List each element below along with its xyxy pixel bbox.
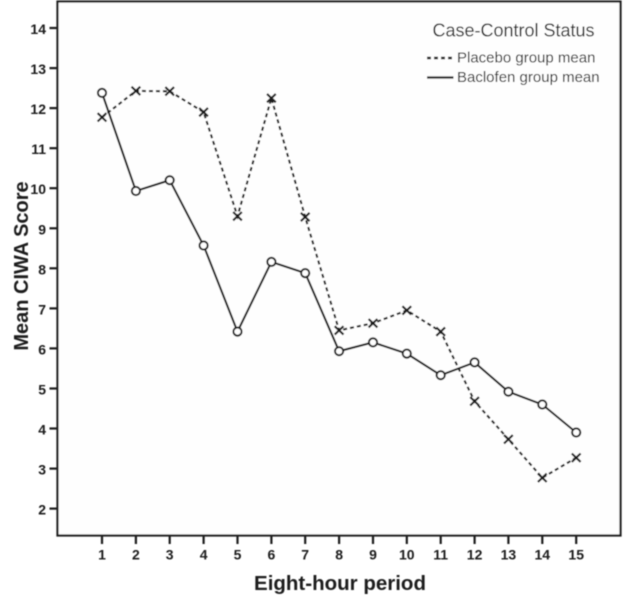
svg-text:2: 2 xyxy=(132,547,140,563)
svg-text:Baclofen group mean: Baclofen group mean xyxy=(457,69,600,86)
svg-text:12: 12 xyxy=(467,547,483,563)
svg-text:8: 8 xyxy=(38,261,46,277)
svg-text:4: 4 xyxy=(38,422,46,438)
svg-text:3: 3 xyxy=(38,462,46,478)
svg-text:4: 4 xyxy=(200,547,208,563)
svg-text:10: 10 xyxy=(399,547,415,563)
svg-text:3: 3 xyxy=(166,547,174,563)
svg-text:9: 9 xyxy=(369,547,377,563)
svg-text:8: 8 xyxy=(335,547,343,563)
svg-text:14: 14 xyxy=(535,547,551,563)
svg-text:13: 13 xyxy=(30,61,46,77)
svg-text:14: 14 xyxy=(30,21,46,37)
svg-text:9: 9 xyxy=(38,221,46,237)
svg-text:2: 2 xyxy=(38,502,46,518)
svg-text:7: 7 xyxy=(301,547,309,563)
svg-text:15: 15 xyxy=(568,547,584,563)
svg-text:11: 11 xyxy=(31,141,46,157)
svg-text:Case-Control Status: Case-Control Status xyxy=(432,21,594,41)
svg-text:Placebo group mean: Placebo group mean xyxy=(457,50,595,67)
svg-text:5: 5 xyxy=(38,382,46,398)
svg-text:Mean CIWA Score: Mean CIWA Score xyxy=(11,181,33,350)
svg-text:5: 5 xyxy=(234,547,242,563)
svg-text:13: 13 xyxy=(501,547,517,563)
svg-text:1: 1 xyxy=(98,547,106,563)
svg-text:Eight-hour period: Eight-hour period xyxy=(254,572,426,595)
svg-text:6: 6 xyxy=(38,341,46,357)
svg-text:7: 7 xyxy=(38,301,46,317)
svg-text:10: 10 xyxy=(30,181,46,197)
svg-text:11: 11 xyxy=(433,547,448,563)
svg-text:6: 6 xyxy=(268,547,276,563)
svg-text:12: 12 xyxy=(30,101,46,117)
